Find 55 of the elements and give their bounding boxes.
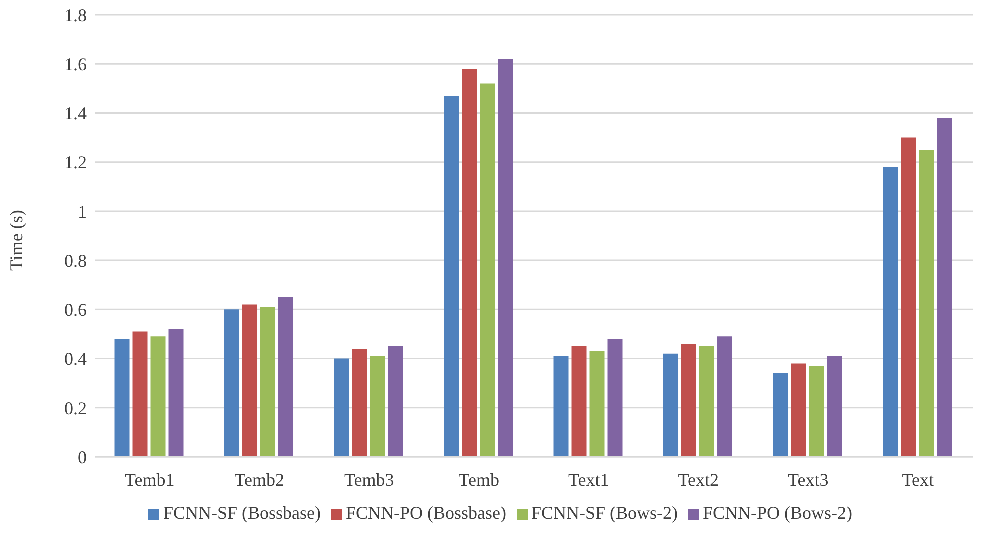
y-tick-label: 1.2 (64, 152, 87, 173)
y-tick-label: 1.6 (64, 54, 87, 74)
bar (150, 336, 166, 457)
bar (919, 150, 934, 457)
x-tick-label: Text2 (678, 470, 719, 490)
bar (388, 346, 404, 457)
bar (168, 329, 184, 457)
y-tick-label: 1.8 (64, 5, 87, 26)
bar (809, 366, 824, 457)
bar (370, 356, 386, 457)
x-tick-label: Temb3 (344, 470, 394, 490)
y-tick-label: 0.2 (64, 398, 87, 418)
bar (260, 307, 276, 457)
legend-label: FCNN-SF (Bows-2) (532, 503, 678, 523)
x-tick-label: Temb2 (234, 470, 284, 490)
bar (608, 339, 623, 457)
bar (224, 310, 240, 457)
x-tick-label: Text (902, 470, 934, 490)
y-tick-label: 1.4 (64, 104, 87, 124)
bar (664, 354, 679, 457)
y-tick-label: 0 (78, 447, 87, 468)
y-axis-title: Time (s) (6, 210, 26, 271)
x-tick-label: Temb (458, 470, 500, 490)
legend-label: FCNN-PO (Bossbase) (346, 503, 506, 523)
x-tick-label: Text3 (788, 470, 829, 490)
bar (352, 348, 368, 457)
bar (718, 336, 733, 457)
bar (773, 374, 788, 457)
x-tick-label: Text1 (568, 470, 610, 490)
y-tick-label: 1 (78, 202, 87, 222)
bar (554, 356, 569, 457)
bar (827, 356, 842, 457)
bar (883, 167, 898, 457)
bar (278, 297, 294, 457)
bar (444, 96, 460, 457)
bar (114, 339, 130, 457)
y-tick-label: 0.8 (64, 250, 87, 271)
bar (590, 351, 605, 457)
bar (480, 84, 496, 457)
x-tick-label: Temb1 (125, 470, 175, 490)
bar (242, 304, 258, 457)
bar (572, 346, 587, 457)
y-tick-label: 0.6 (64, 300, 87, 320)
bar (700, 346, 715, 457)
bar (498, 59, 514, 457)
bar (791, 364, 806, 457)
y-tick-label: 0.4 (64, 349, 87, 370)
bar (334, 358, 350, 457)
bar (937, 118, 952, 457)
legend-label: FCNN-SF (Bossbase) (163, 503, 321, 523)
bar (682, 344, 697, 457)
legend-label: FCNN-PO (Bows-2) (703, 503, 853, 523)
bar (901, 138, 916, 457)
bar (132, 332, 148, 457)
bar (462, 69, 478, 457)
